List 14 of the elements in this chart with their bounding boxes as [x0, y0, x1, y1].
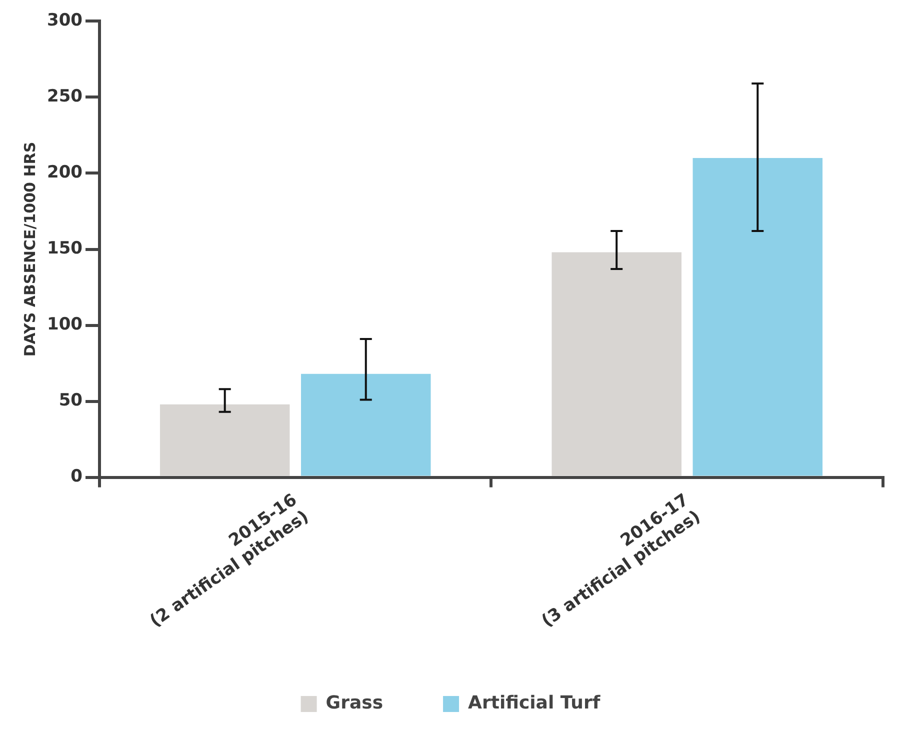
y-tick-label: 250: [46, 86, 83, 107]
legend-label: Artificial Turf: [468, 692, 600, 714]
y-axis-title: DAYS ABSENCE/1000 HRS: [20, 142, 39, 357]
bar: [301, 374, 431, 476]
y-tick-label: 200: [46, 162, 83, 183]
bar: [552, 252, 682, 476]
y-tick-label: 150: [46, 238, 83, 259]
y-tick-label: 100: [46, 314, 83, 335]
y-tick-label: 300: [46, 10, 83, 31]
legend-label: Grass: [326, 692, 384, 714]
y-tick-label: 50: [58, 390, 83, 411]
bar: [160, 404, 290, 476]
bar: [692, 158, 823, 476]
y-tick-label: 0: [70, 466, 83, 487]
